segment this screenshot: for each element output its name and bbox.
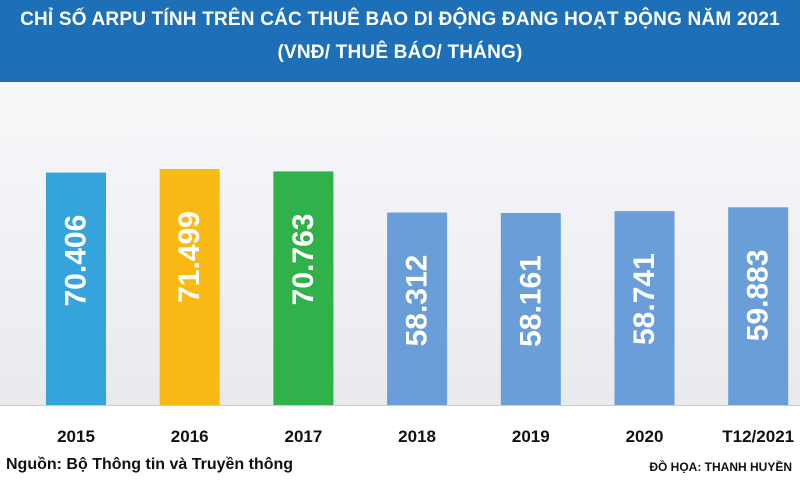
bar-value-label: 59.883 — [742, 249, 775, 341]
bar-2016 — [159, 169, 220, 405]
graphic-credit: ĐỒ HỌA: THANH HUYỀN — [649, 460, 792, 474]
category-label: 2019 — [512, 427, 550, 446]
bar-t12-2021 — [728, 207, 789, 405]
bar-value-label: 58.161 — [514, 255, 547, 347]
bar-2019 — [500, 213, 561, 405]
category-label: T12/2021 — [722, 427, 794, 446]
source-note: Nguồn: Bộ Thông tin và Truyền thông — [6, 456, 294, 473]
category-label: 2017 — [284, 427, 322, 446]
bar-2018 — [387, 212, 448, 405]
chart-title: CHỈ SỐ ARPU TÍNH TRÊN CÁC THUÊ BAO DI ĐỘ… — [20, 9, 780, 30]
bar-2020 — [614, 211, 675, 405]
bar-value-label: 70.406 — [60, 215, 93, 307]
bar-chart: 70.406 2015 71.499 2016 70.763 2017 58.312 2018… — [0, 169, 800, 446]
bar-value-label: 70.763 — [287, 214, 320, 306]
chart-subtitle: (VNĐ/ THUÊ BÁO/ THÁNG) — [277, 42, 523, 63]
category-label: 2015 — [57, 427, 95, 446]
category-label: 2020 — [626, 427, 664, 446]
bar-value-label: 58.741 — [628, 253, 661, 345]
bar-2015 — [46, 172, 106, 405]
bar-value-label: 58.312 — [401, 255, 434, 347]
category-label: 2016 — [171, 427, 209, 446]
category-label: 2018 — [398, 427, 436, 446]
bar-2017 — [273, 171, 334, 405]
bar-value-label: 71.499 — [173, 211, 206, 303]
title-banner — [0, 0, 800, 82]
